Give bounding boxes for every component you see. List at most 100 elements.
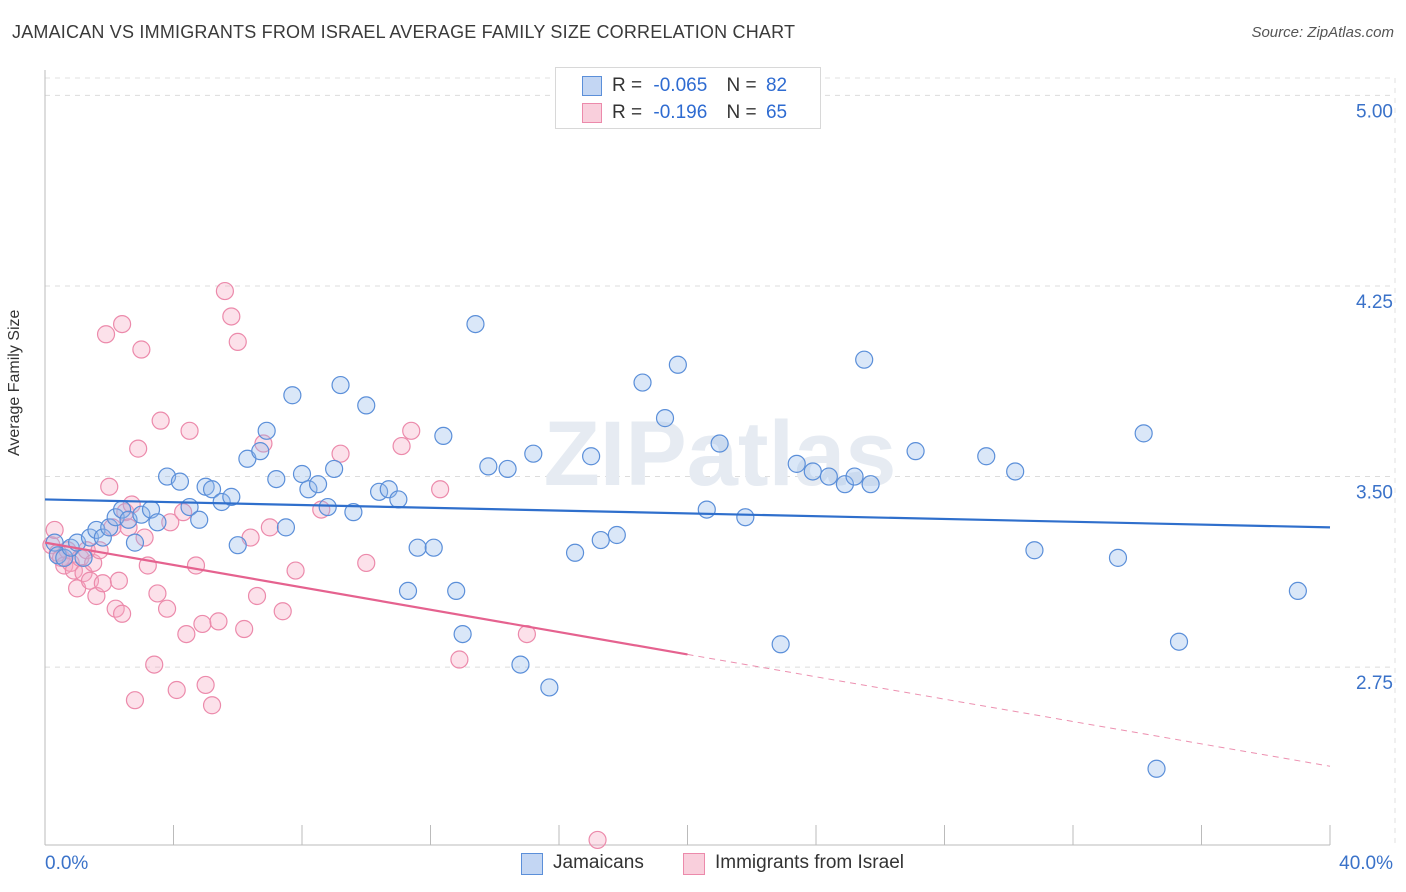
- legend-text-jamaicans: R = -0.065 N = 82: [612, 75, 787, 97]
- jamaican-point: [524, 444, 543, 463]
- israel-point: [177, 624, 196, 644]
- jamaican-point: [389, 490, 408, 509]
- israel-point: [96, 325, 116, 344]
- jamaican-point: [1006, 462, 1025, 481]
- x-tick-label-max: 40.0%: [1339, 853, 1393, 874]
- israel-point: [151, 411, 170, 430]
- correlation-legend: R = -0.065 N = 82 R = -0.196 N = 65: [555, 67, 821, 129]
- r-value: -0.196: [653, 102, 708, 123]
- israel-point: [145, 655, 164, 674]
- israel-point: [109, 571, 128, 590]
- jamaican-point: [977, 447, 996, 466]
- israel-point: [228, 332, 247, 351]
- jamaican-point: [424, 538, 443, 557]
- israel-legend-swatch: [683, 853, 705, 875]
- axes: [44, 70, 1331, 846]
- jamaicans-swatch: [582, 76, 602, 96]
- israel-point: [209, 612, 228, 631]
- israel-point: [260, 518, 279, 537]
- jamaican-point: [222, 487, 241, 506]
- israel-point: [196, 675, 215, 695]
- jamaican-point: [80, 528, 100, 547]
- israel-point: [450, 650, 469, 669]
- israel-point: [100, 477, 119, 496]
- israel-point: [157, 599, 177, 618]
- jamaican-points: [45, 314, 1307, 778]
- jamaican-point: [803, 462, 822, 481]
- jamaican-point: [212, 492, 231, 512]
- jamaicans-legend-swatch: [521, 853, 543, 875]
- legend-text-israel: R = -0.196 N = 65: [612, 102, 787, 124]
- israel-point: [286, 561, 305, 580]
- jamaican-point: [276, 518, 296, 537]
- jamaican-point: [308, 475, 328, 494]
- jamaican-point: [228, 536, 247, 555]
- jamaican-point: [906, 442, 925, 461]
- jamaican-point: [633, 373, 652, 392]
- israel-point: [45, 520, 64, 540]
- jamaican-point: [736, 508, 755, 527]
- jamaican-point: [292, 464, 312, 484]
- jamaican-point: [697, 500, 716, 519]
- israel-point: [125, 691, 145, 710]
- jamaican-point: [710, 434, 729, 453]
- jamaican-point: [408, 538, 427, 557]
- jamaican-point: [257, 421, 276, 440]
- jamaican-point: [398, 581, 418, 601]
- israel-point: [222, 307, 241, 326]
- jamaican-point: [283, 386, 302, 405]
- y-tick-label: 2.75: [1356, 673, 1393, 694]
- jamaican-point: [498, 459, 517, 479]
- jamaican-point: [318, 497, 337, 517]
- jamaican-point: [565, 543, 585, 562]
- n-value: 65: [765, 102, 788, 123]
- israel-point: [161, 513, 180, 532]
- jamaican-point: [835, 475, 855, 494]
- n-value: 82: [765, 75, 788, 96]
- israel-point: [180, 421, 199, 440]
- jamaican-point: [607, 525, 626, 545]
- israel-point: [119, 518, 138, 537]
- jamaican-point: [190, 510, 209, 529]
- israel-point: [148, 584, 167, 603]
- israel-legend-label: Immigrants from Israel: [715, 852, 904, 873]
- israel-point: [167, 680, 186, 700]
- jamaican-point: [1025, 541, 1044, 560]
- trend-lines: [44, 498, 1331, 767]
- tick-labels: 2.75 3.50 4.25 5.00 0.0% 40.0%: [45, 101, 1393, 874]
- israel-point: [135, 528, 154, 547]
- jamaican-point: [447, 581, 466, 601]
- israel-point: [235, 619, 254, 639]
- jamaican-point: [125, 533, 145, 552]
- source-label: Source: ZipAtlas.com: [1251, 24, 1394, 41]
- jamaican-point: [668, 355, 687, 374]
- jamaican-point: [819, 467, 838, 486]
- jamaican-point: [479, 457, 498, 476]
- y-axis-label: Average Family Size: [6, 309, 23, 456]
- jamaican-point: [148, 513, 167, 532]
- jamaican-point: [655, 409, 675, 428]
- jamaican-point: [299, 480, 318, 499]
- israel-point: [112, 604, 132, 623]
- jamaican-point: [845, 467, 864, 486]
- jamaican-point: [344, 503, 363, 522]
- jamaican-point: [1134, 424, 1153, 443]
- jamaican-point: [267, 469, 286, 489]
- chart-title: JAMAICAN VS IMMIGRANTS FROM ISRAEL AVERA…: [12, 22, 796, 42]
- israel-point: [186, 556, 206, 575]
- israel-point: [112, 314, 132, 334]
- jamaican-point: [331, 375, 350, 395]
- n-label: N =: [726, 75, 757, 96]
- israel-point: [588, 830, 607, 850]
- israel-point: [193, 614, 212, 634]
- israel-point: [357, 553, 376, 573]
- jamaican-point: [1108, 548, 1128, 567]
- jamaican-point: [771, 635, 790, 654]
- y-tick-label: 3.50: [1356, 483, 1393, 504]
- grid-lines: [45, 77, 1396, 845]
- n-label: N =: [726, 102, 757, 123]
- jamaican-point: [93, 528, 112, 547]
- r-label: R =: [612, 102, 643, 123]
- jamaican-point: [855, 350, 874, 369]
- israel-point: [129, 439, 148, 458]
